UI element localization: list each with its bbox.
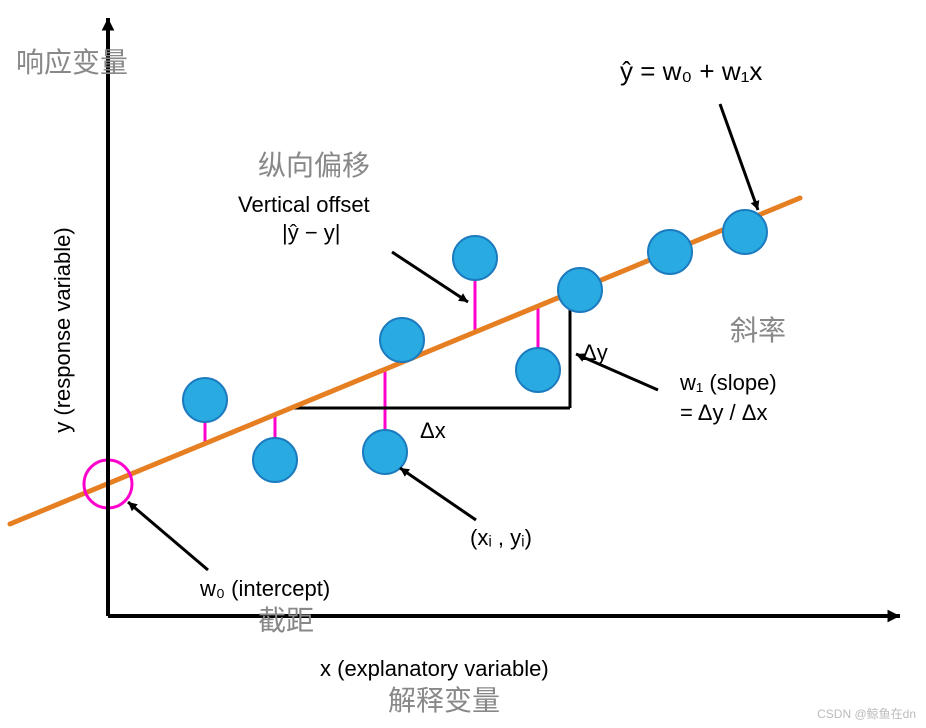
- data-point: [363, 430, 407, 474]
- label-slope_cn: 斜率: [730, 315, 786, 346]
- data-point: [558, 268, 602, 312]
- data-point: [253, 438, 297, 482]
- data-point: [453, 236, 497, 280]
- label-x_cn: 解释变量: [388, 685, 500, 716]
- data-point: [183, 378, 227, 422]
- data-point: [516, 348, 560, 392]
- arrow-point: [400, 468, 476, 520]
- data-point: [380, 318, 424, 362]
- data-point: [648, 230, 692, 274]
- watermark: CSDN @鲸鱼在dn: [817, 705, 916, 722]
- label-intercept_cn: 截距: [258, 605, 314, 636]
- label-dy: Δy: [582, 340, 608, 365]
- linear-regression-diagram: 响应变量 y (response variable) 纵向偏移 Vertical of…: [0, 0, 926, 728]
- label-voffset_cn: 纵向偏移: [258, 150, 370, 181]
- annotation-arrows: [128, 104, 759, 570]
- data-point: [723, 210, 767, 254]
- label-point_label: (xᵢ , yᵢ): [470, 525, 532, 550]
- label-voffset_en: Vertical offset: [238, 192, 370, 217]
- label-response_cn: 响应变量: [16, 47, 128, 78]
- label-x_en: x (explanatory variable): [320, 656, 549, 681]
- label-intercept_en: w₀ (intercept): [199, 576, 330, 601]
- arrow-eq: [720, 104, 758, 210]
- data-points: [183, 210, 767, 482]
- arrow-intercept: [128, 502, 208, 570]
- label-slope_en2: = Δy / Δx: [680, 400, 767, 425]
- label-dx: Δx: [420, 418, 446, 443]
- label-slope_en1: w₁ (slope): [679, 370, 777, 395]
- label-voffset_expr: |ŷ − y|: [282, 220, 341, 245]
- label-equation: ŷ = w₀ + w₁x: [620, 56, 762, 86]
- label-response_en: y (response variable): [50, 227, 75, 432]
